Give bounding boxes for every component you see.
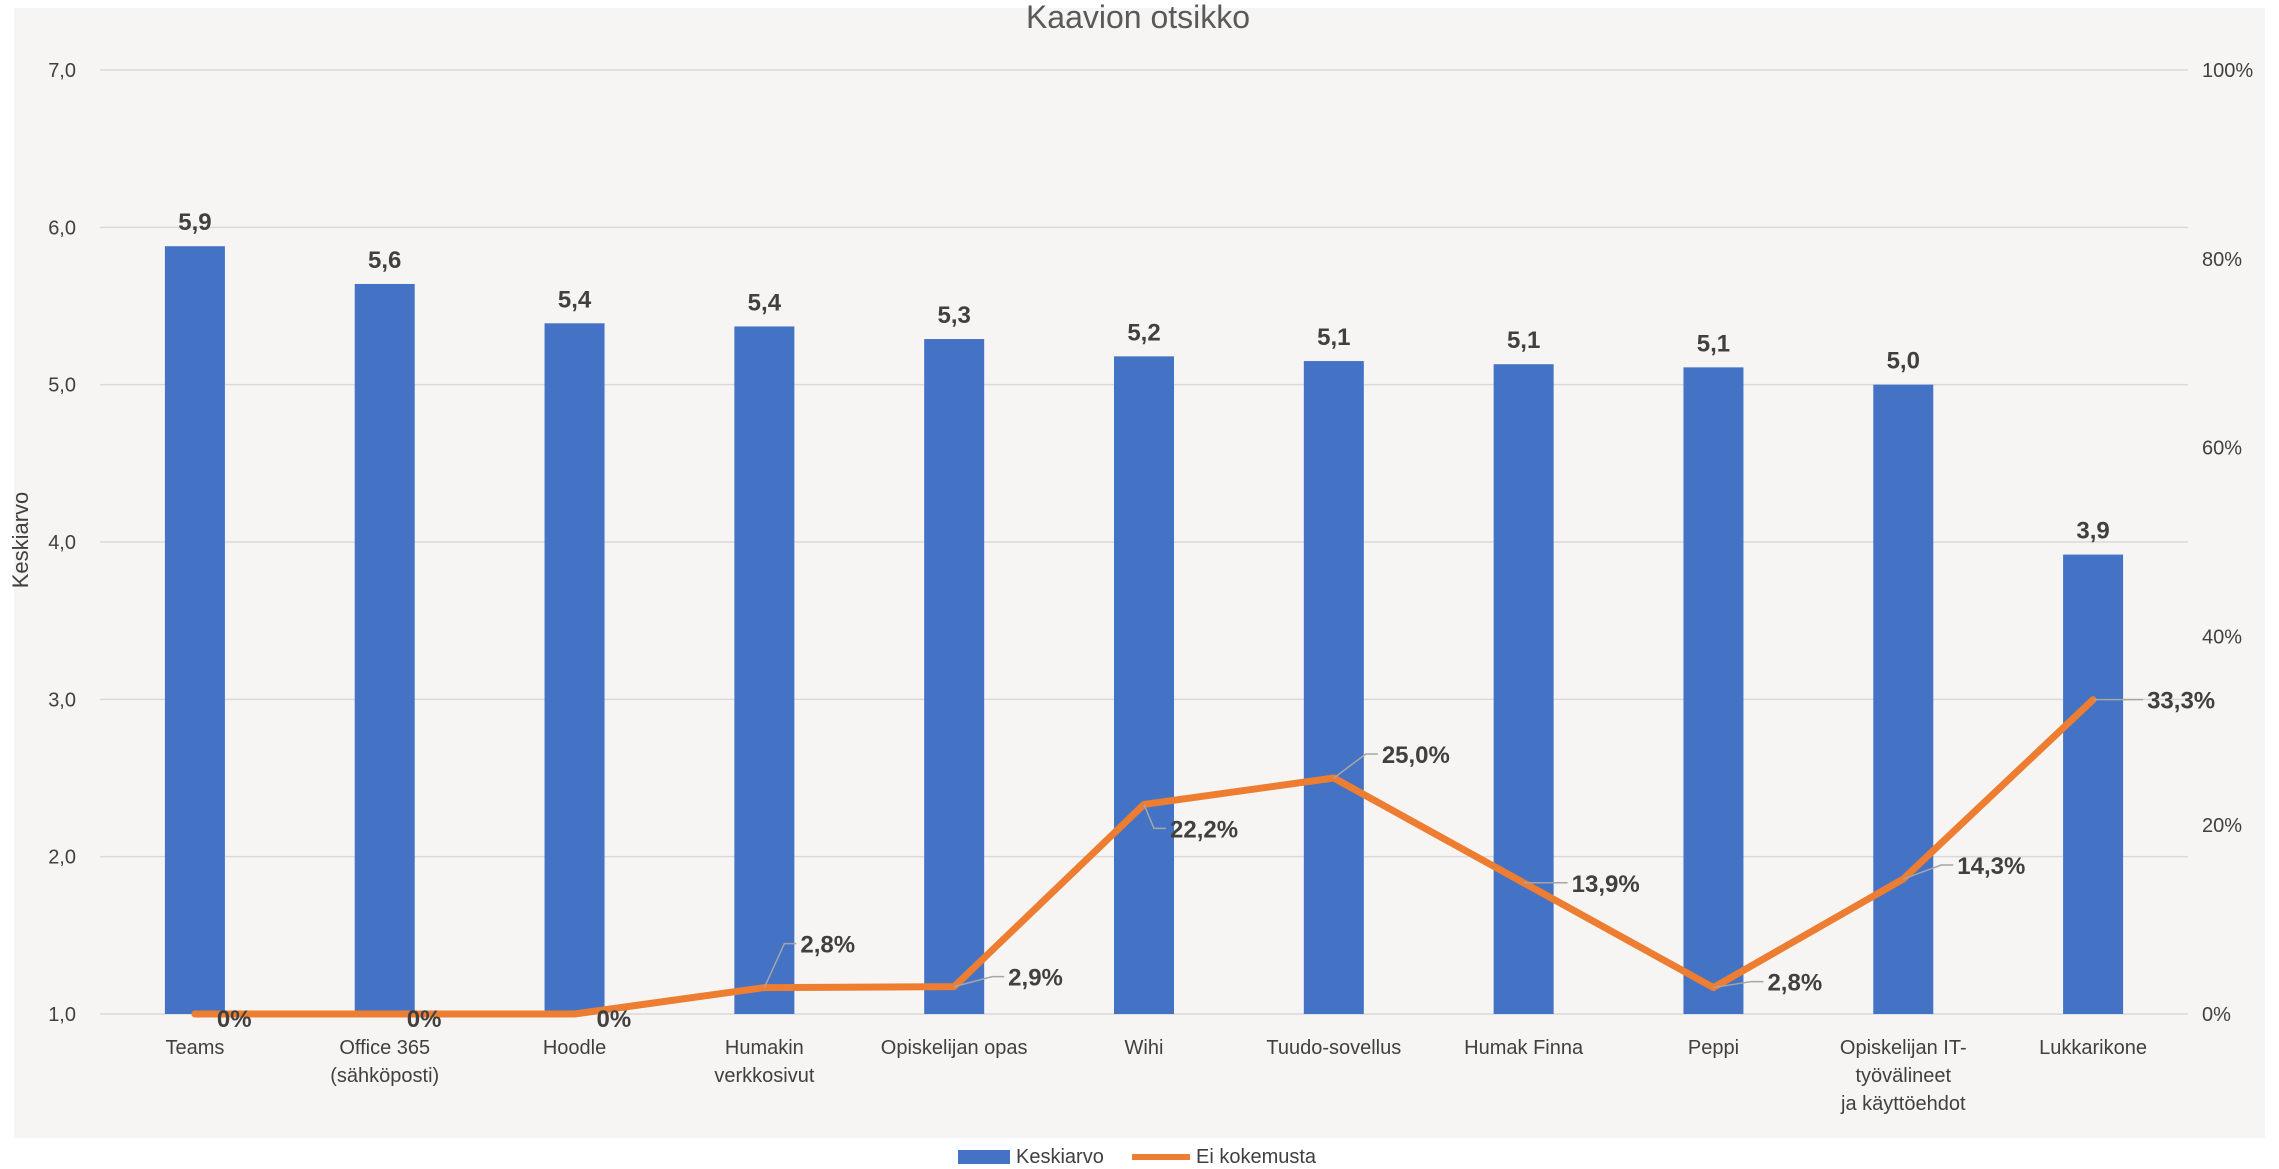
bar-data-labels: 5,9 5,6 5,4 5,4 5,3 5,2 5,1 5,1 5,1 5,0 3,9	[178, 209, 2110, 544]
bar-data-label: 5,4	[558, 286, 592, 313]
y-tick-label: 6,0	[48, 217, 76, 239]
legend-swatch-keskiarvo	[958, 1150, 1010, 1164]
bar	[1303, 361, 1364, 1015]
leader-line	[1143, 804, 1166, 830]
bar-data-label: 5,4	[748, 289, 782, 316]
x-tick-label: Lukkarikone	[2039, 1037, 2147, 1059]
line-data-label: 13,9%	[1572, 871, 1640, 898]
y2-axis-ticks: 0% 20% 40% 60% 80% 100%	[2202, 60, 2253, 1026]
y-tick-label: 4,0	[48, 532, 76, 554]
line-data-label: 14,3%	[1957, 853, 2025, 880]
leader-line	[1713, 980, 1764, 989]
y2-tick-label: 0%	[2202, 1004, 2231, 1026]
y2-tick-label: 20%	[2202, 815, 2242, 837]
line-data-label: 2,8%	[1767, 970, 1822, 997]
line-data-label: 0%	[597, 1006, 632, 1033]
bar-data-label: 5,2	[1127, 319, 1160, 346]
line-data-label: 25,0%	[1382, 742, 1450, 769]
x-tick-label: Humak Finna	[1464, 1037, 1584, 1059]
legend: Keskiarvo Ei kokemusta	[958, 1146, 1317, 1168]
bar	[924, 339, 985, 1014]
y-axis-ticks: 1,0 2,0 3,0 4,0 5,0 6,0 7,0	[48, 60, 76, 1026]
x-tick-label: (sähköposti)	[330, 1065, 439, 1087]
x-tick-label: Opiskelijan IT-	[1840, 1037, 1967, 1059]
bar-data-label: 5,3	[937, 302, 970, 329]
x-tick-label: työvälineet	[1855, 1065, 1951, 1087]
x-tick-label: Office 365	[339, 1037, 430, 1059]
legend-label-ei-kokemusta: Ei kokemusta	[1196, 1146, 1317, 1164]
bar-data-label: 5,6	[368, 247, 401, 274]
leader-line	[953, 975, 1005, 988]
bar	[544, 323, 605, 1015]
bar-data-label: 3,9	[2076, 518, 2109, 545]
y-tick-label: 7,0	[48, 60, 76, 82]
y2-tick-label: 40%	[2202, 626, 2242, 648]
bar	[164, 246, 225, 1015]
line-data-label: 0%	[407, 1006, 442, 1033]
line-data-label: 33,3%	[2147, 688, 2215, 715]
x-tick-label: Wihi	[1125, 1037, 1164, 1059]
bar-data-label: 5,1	[1697, 330, 1730, 357]
y2-tick-label: 100%	[2202, 60, 2253, 82]
leader-line	[763, 942, 797, 988]
legend-label-keskiarvo: Keskiarvo	[1016, 1146, 1104, 1164]
bar-data-label: 5,0	[1887, 348, 1920, 375]
x-tick-label: ja käyttöehdot	[1840, 1093, 1966, 1115]
x-tick-label: Hoodle	[543, 1037, 606, 1059]
bar-data-label: 5,9	[178, 209, 211, 236]
x-tick-label: verkkosivut	[714, 1065, 814, 1087]
y-tick-label: 5,0	[48, 375, 76, 397]
x-tick-label: Teams	[165, 1037, 224, 1059]
y2-tick-label: 60%	[2202, 438, 2242, 460]
chart-title: Kaavion otsikko	[1026, 0, 1250, 35]
x-tick-label: Tuudo-sovellus	[1266, 1037, 1401, 1059]
bar	[1114, 356, 1174, 1014]
x-tick-label: Peppi	[1688, 1037, 1739, 1059]
bar	[734, 326, 795, 1014]
y-tick-label: 2,0	[48, 847, 76, 869]
y-axis-title: Keskiarvo	[8, 492, 33, 589]
leader-line	[1903, 864, 1954, 880]
bar-data-label: 5,1	[1317, 324, 1350, 351]
bar-data-label: 5,1	[1507, 327, 1540, 354]
line-data-label: 2,8%	[800, 932, 855, 959]
y-tick-label: 3,0	[48, 689, 76, 711]
line-data-label: 22,2%	[1170, 816, 1238, 843]
leader-line	[1333, 753, 1378, 779]
x-tick-label: Opiskelijan opas	[881, 1037, 1028, 1059]
x-axis-ticks: Teams Office 365 (sähköposti) Hoodle Humakin…	[165, 1037, 2147, 1115]
bar	[1493, 364, 1554, 1014]
line-data-label: 0%	[217, 1006, 252, 1033]
y-tick-label: 1,0	[48, 1004, 76, 1026]
y2-tick-label: 80%	[2202, 249, 2242, 271]
x-tick-label: Humakin	[725, 1037, 804, 1059]
line-data-labels: 0% 0% 0% 2,8% 2,9% 22,2% 25,0% 13,9% 2,8% 14,3% 33…	[217, 688, 2215, 1033]
bar	[354, 283, 415, 1014]
bar	[1683, 367, 1744, 1014]
bar	[1873, 384, 1934, 1015]
bar-series	[164, 246, 2124, 1015]
bar	[2063, 554, 2124, 1014]
line-data-label: 2,9%	[1008, 965, 1063, 992]
